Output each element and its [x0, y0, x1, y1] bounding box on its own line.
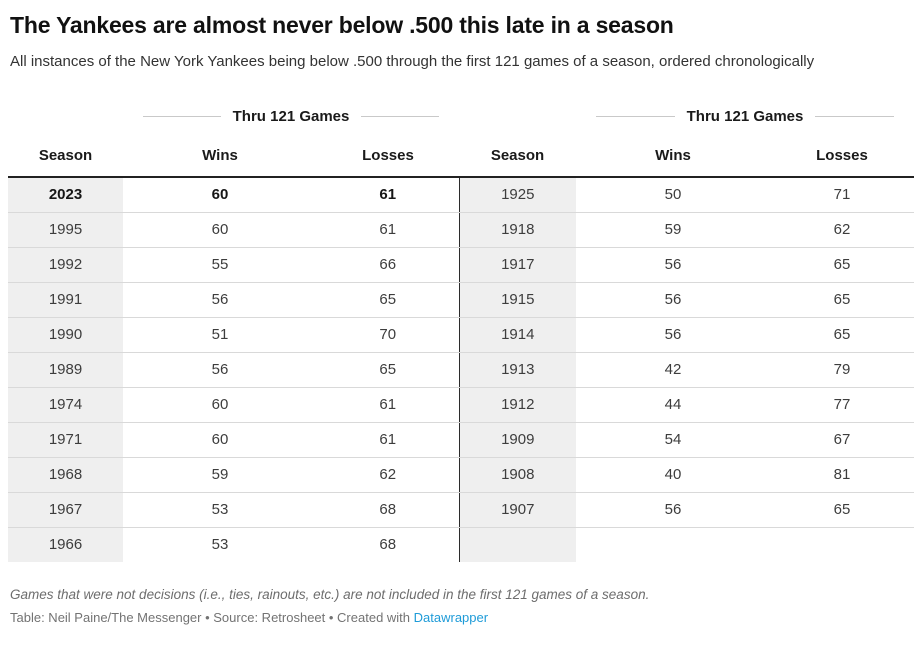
- credit-text: Table: Neil Paine/The Messenger • Source…: [10, 609, 414, 625]
- wins-cell: 60: [123, 387, 317, 423]
- table-row: 1991 56 65 1915 56 65: [8, 282, 914, 318]
- wins-cell: 56: [123, 282, 317, 318]
- losses-cell: 61: [317, 422, 459, 458]
- span-header-row: Thru 121 Games Thru 121 Games: [8, 98, 914, 136]
- datawrapper-table-page: The Yankees are almost never below .500 …: [0, 0, 922, 625]
- season-cell: 1968: [8, 457, 123, 493]
- losses-cell: 67: [770, 422, 914, 458]
- season-cell: 1913: [458, 352, 576, 388]
- wins-cell: 53: [211, 536, 229, 554]
- season-cell: 1966: [8, 527, 123, 562]
- wins-cell: 42: [576, 352, 770, 388]
- losses-cell: 61: [317, 176, 459, 213]
- table-row: 1990 51 70 1914 56 65: [8, 317, 914, 353]
- wins-cell: 56: [576, 492, 770, 528]
- table-row: 1967 53 68 1907 56 65: [8, 492, 914, 528]
- column-header-season-right: Season: [459, 135, 576, 178]
- span-header-left-cell: Thru 121 Games: [123, 98, 459, 136]
- losses-cell: 65: [317, 352, 459, 388]
- table-row: 2023 60 61 1925 50 71: [8, 176, 914, 213]
- losses-cell: [770, 527, 914, 562]
- table-row: 1971 60 61 1909 54 67: [8, 422, 914, 458]
- wins-cell: [576, 527, 770, 562]
- season-cell: 1995: [8, 212, 123, 248]
- season-cell: 2023: [8, 176, 123, 213]
- season-cell: 1925: [458, 176, 576, 213]
- table-row: 1966 53 68: [8, 527, 914, 562]
- season-cell: 1991: [8, 282, 123, 318]
- datawrapper-link[interactable]: Datawrapper: [413, 609, 489, 625]
- losses-cell: 61: [317, 387, 459, 423]
- losses-cell: 68: [317, 492, 459, 528]
- span-header-left-label: Thru 121 Games: [123, 108, 459, 125]
- losses-cell: 66: [317, 247, 459, 283]
- losses-cell: 79: [770, 352, 914, 388]
- season-cell: 1967: [8, 492, 123, 528]
- season-cell: 1974: [8, 387, 123, 423]
- season-cell: 1908: [458, 457, 576, 493]
- page-description: All instances of the New York Yankees be…: [10, 52, 815, 70]
- season-cell: [458, 527, 576, 562]
- wins-cell: 59: [576, 212, 770, 248]
- losses-cell: 68: [379, 536, 397, 554]
- season-cell: 1912: [458, 387, 576, 423]
- losses-cell: 81: [770, 457, 914, 493]
- losses-cell: 65: [770, 492, 914, 528]
- span-header-right-label: Thru 121 Games: [576, 108, 914, 125]
- wins-cell: 56: [576, 282, 770, 318]
- losses-cell: 61: [317, 212, 459, 248]
- losses-cell: 62: [317, 457, 459, 493]
- span-header-right-cell: Thru 121 Games: [576, 98, 914, 136]
- wins-cell: 59: [123, 457, 317, 493]
- losses-cell: 65: [770, 317, 914, 353]
- wins-cell: 60: [123, 422, 317, 458]
- wins-cell: 55: [123, 247, 317, 283]
- season-cell: 1917: [458, 247, 576, 283]
- wins-cell: 56: [576, 317, 770, 353]
- season-cell: 1918: [458, 212, 576, 248]
- column-header-losses-right: Losses: [770, 135, 914, 178]
- wins-cell: 50: [576, 176, 770, 213]
- table-row: 1968 59 62 1908 40 81: [8, 457, 914, 493]
- wins-cell: 54: [576, 422, 770, 458]
- season-cell: 1989: [8, 352, 123, 388]
- losses-cell: 65: [317, 282, 459, 318]
- spacer-cell: [8, 98, 123, 136]
- table-row: 1995 60 61 1918 59 62: [8, 212, 914, 248]
- wins-losses-table: Thru 121 Games Thru 121 Games Season Win…: [8, 98, 914, 562]
- wins-cell: 56: [576, 247, 770, 283]
- losses-cell: 65: [770, 247, 914, 283]
- season-cell: 1914: [458, 317, 576, 353]
- column-header-losses-left: Losses: [317, 135, 459, 178]
- table-row: 1974 60 61 1912 44 77: [8, 387, 914, 423]
- losses-cell: 71: [770, 176, 914, 213]
- season-cell: 1992: [8, 247, 123, 283]
- season-cell: 1907: [458, 492, 576, 528]
- column-header-row: Season Wins Losses Season Wins Losses: [8, 135, 914, 178]
- season-cell: 1915: [458, 282, 576, 318]
- losses-cell: 70: [317, 317, 459, 353]
- wins-cell: 44: [576, 387, 770, 423]
- table-footnote: Games that were not decisions (i.e., tie…: [10, 586, 650, 602]
- column-header-wins-right: Wins: [576, 135, 770, 178]
- table-row: 1992 55 66 1917 56 65: [8, 247, 914, 283]
- wins-cell: 51: [123, 317, 317, 353]
- page-title: The Yankees are almost never below .500 …: [10, 12, 674, 38]
- spacer-cell: [459, 98, 576, 136]
- losses-cell: 77: [770, 387, 914, 423]
- losses-cell: 62: [770, 212, 914, 248]
- losses-cell: 65: [770, 282, 914, 318]
- column-header-wins-left: Wins: [123, 135, 317, 178]
- wins-cell: 60: [123, 176, 317, 213]
- wins-cell: 40: [576, 457, 770, 493]
- wins-cell: 60: [123, 212, 317, 248]
- wins-cell: 56: [123, 352, 317, 388]
- season-cell: 1909: [458, 422, 576, 458]
- column-header-season-left: Season: [8, 135, 123, 178]
- credit-line: Table: Neil Paine/The Messenger • Source…: [10, 610, 914, 625]
- table-row: 1989 56 65 1913 42 79: [8, 352, 914, 388]
- wins-cell: 53: [123, 492, 317, 528]
- season-cell: 1971: [8, 422, 123, 458]
- season-cell: 1990: [8, 317, 123, 353]
